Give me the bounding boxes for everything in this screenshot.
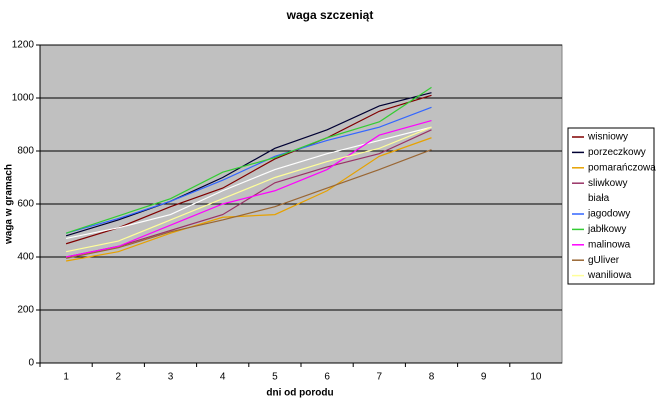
series-line: [65, 86, 432, 234]
legend-label: wisniowy: [587, 132, 628, 143]
y-axis-title: waga w gramach: [4, 164, 15, 245]
series-line: [65, 126, 432, 240]
series-line: [65, 106, 432, 234]
x-tick-label: 1: [63, 372, 69, 383]
x-tick-label: 5: [272, 372, 278, 383]
y-tick-label: 200: [17, 305, 34, 316]
series-line: [65, 137, 432, 262]
y-tick-label: 800: [17, 146, 34, 157]
legend-label: pomarańczowa: [588, 162, 656, 173]
y-tick-label: 1000: [12, 93, 35, 104]
x-tick-label: 4: [220, 372, 226, 383]
legend-label: porzeczkowy: [588, 147, 646, 158]
y-tick-label: 1200: [12, 40, 35, 51]
x-axis-title: dni od porodu: [266, 388, 333, 399]
y-tick-label: 0: [28, 358, 34, 369]
y-tick-label: 400: [17, 252, 34, 263]
x-tick-label: 7: [377, 372, 383, 383]
legend-label: gUliver: [588, 255, 620, 266]
x-tick-label: 2: [116, 372, 122, 383]
legend-label: sliwkowy: [588, 178, 627, 189]
y-tick-label: 600: [17, 199, 34, 210]
series-line: [65, 92, 432, 237]
chart-title: waga szczeniąt: [286, 8, 374, 22]
series-line: [65, 119, 432, 258]
x-tick-label: 9: [481, 372, 487, 383]
x-tick-label: 10: [530, 372, 542, 383]
legend-label: malinowa: [588, 239, 631, 250]
legend-label: jagodowy: [587, 209, 630, 220]
series-line: [65, 149, 432, 259]
x-tick-label: 6: [324, 372, 330, 383]
legend-box: [567, 127, 655, 285]
series-line: [65, 126, 432, 253]
series-line: [65, 94, 432, 245]
x-tick-label: 3: [168, 372, 174, 383]
x-tick-label: 8: [429, 372, 435, 383]
series-line: [65, 129, 432, 258]
legend-label: waniliowa: [587, 270, 632, 281]
legend-label: biała: [588, 193, 610, 204]
legend-label: jabłkowy: [587, 224, 626, 235]
